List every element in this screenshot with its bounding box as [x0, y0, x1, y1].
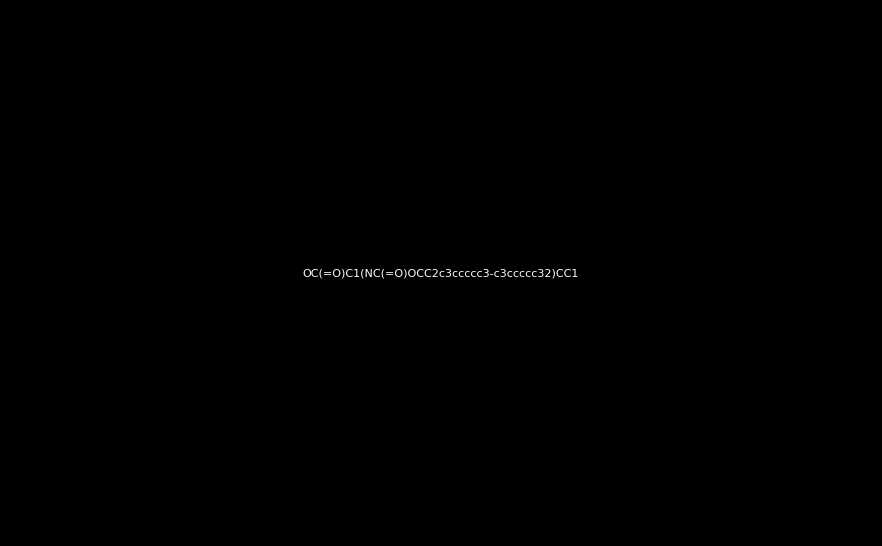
Text: OC(=O)C1(NC(=O)OCC2c3ccccc3-c3ccccc32)CC1: OC(=O)C1(NC(=O)OCC2c3ccccc3-c3ccccc32)CC…: [303, 268, 579, 278]
